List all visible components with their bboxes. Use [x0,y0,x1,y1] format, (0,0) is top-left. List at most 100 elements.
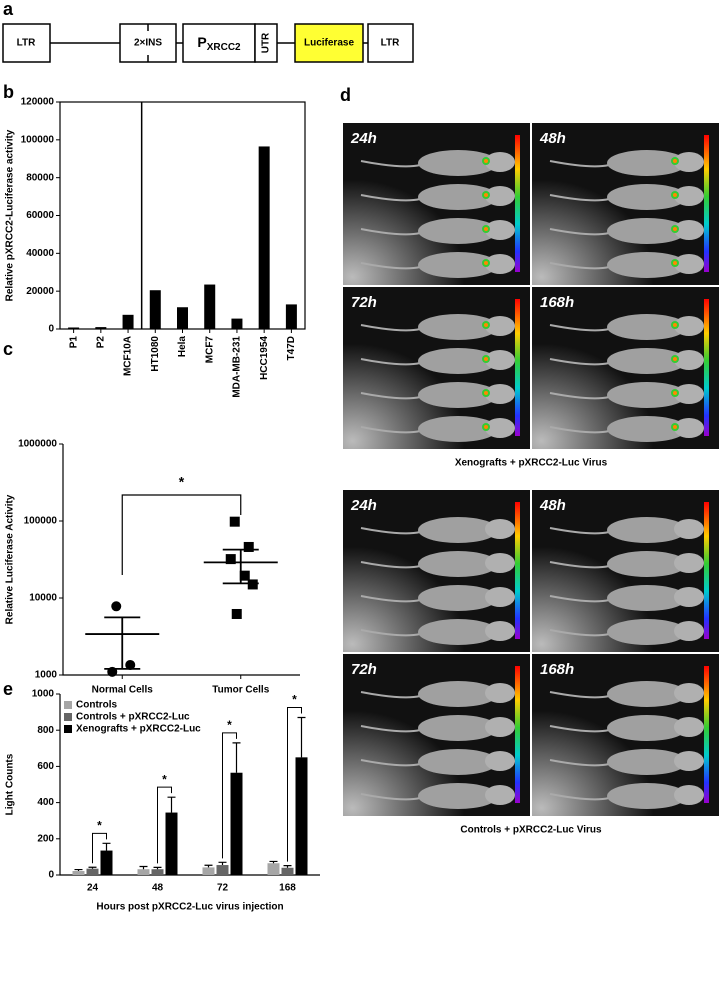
mouse-tail [360,725,421,733]
x-tick-label: HCC1954 [259,336,270,380]
panel-label: a [3,0,14,19]
x-tick-label: 48 [152,883,164,894]
bar [202,867,215,875]
point [247,579,258,590]
mouse-body [418,150,498,176]
element-label: LTR [17,38,36,49]
mouse-tail [549,793,610,801]
mouse-tail [549,759,610,767]
mouse-tail [360,595,421,603]
signal-blob-core [484,323,488,327]
mouse-head [485,186,515,206]
significance-bracket [121,494,242,575]
significance-bracket [157,786,172,864]
x-axis-label: Hours post pXRCC2-Luc virus injection [96,902,283,913]
bar [100,850,113,875]
bar [267,863,280,875]
mouse-tail [360,561,421,569]
x-tick-label: Tumor Cells [212,685,269,696]
error-bar [167,796,176,813]
mouse-body [418,382,498,408]
mouse-body [607,715,687,741]
mouse-head [485,350,515,370]
mouse-tail [360,691,421,699]
y-axis-label: Light Counts [5,753,16,815]
mouse-head [674,220,704,240]
mouse-head [674,621,704,641]
signal-blob-core [484,227,488,231]
x-tick-label: 24 [87,883,99,894]
bar [165,812,178,875]
mouse-head [674,316,704,336]
mouse-head [485,751,515,771]
y-axis-label: Relative Luciferase Activity [5,494,16,624]
mouse-body [607,783,687,809]
ltr-box [367,23,414,63]
panel-label: b [3,82,14,102]
mouse-body [418,619,498,645]
mouse-tail [360,527,421,535]
y-tick-label: 0 [48,870,54,881]
mouse-head [674,553,704,573]
mouse-head [485,316,515,336]
mouse-head [674,152,704,172]
mouse-head [485,717,515,737]
utr-box [254,23,278,63]
mouse-head [674,186,704,206]
signal-blob-core [673,391,677,395]
charts: 020000400006000080000100000120000Relativ… [5,97,320,913]
y-tick-label: 0 [48,324,54,335]
signal-blob-core [673,425,677,429]
x-tick-label: HT1080 [150,336,161,372]
panel-label: c [3,339,13,359]
mouse-body [607,681,687,707]
error-bar [218,861,227,866]
legend-label: Xenografts + pXRCC2-Luc [76,724,201,735]
mouse-tail [360,358,421,366]
mouse-body [418,348,498,374]
y-tick-label: 10000 [29,593,57,604]
significance-star: * [162,772,167,786]
mouse-tail [360,793,421,801]
mouse-head [485,785,515,805]
error-bar [269,860,278,864]
panel-label: e [3,679,13,699]
y-tick-label: 20000 [26,286,54,297]
element-label: Luciferase [304,38,354,49]
mouse-head [674,384,704,404]
x-tick-label: P1 [68,336,79,349]
signal-blob-core [484,425,488,429]
bar [95,327,107,329]
signal-blob-core [673,159,677,163]
construct-diagram: LTR 2×INS PXRCC2 UTR Luciferase LTR [2,23,414,63]
mouse-body [418,218,498,244]
error-bar [139,865,148,870]
error-bar [104,616,141,670]
element-label-main: P [197,34,206,50]
timepoint-label: 72h [351,661,377,678]
mouse-body [607,218,687,244]
mouse-body [607,252,687,278]
element-label: LTR [381,38,400,49]
mouse-tail [360,629,421,637]
signal-blob-core [673,261,677,265]
x-tick-label: P2 [95,336,106,349]
mouse-tail [549,228,610,236]
mouse-tail [549,561,610,569]
mouse-body [418,551,498,577]
element-label: PXRCC2 [197,34,241,53]
timepoint-label: 168h [540,294,574,311]
bar [137,869,150,875]
mouse-tail [549,527,610,535]
y-tick-label: 100000 [24,516,58,527]
color-scale [515,299,520,436]
color-scale [515,502,520,639]
mouse-head [485,152,515,172]
element-label-subscript: XRCC2 [207,42,241,53]
legend-label: Controls [76,700,118,711]
mouse-tail [360,759,421,767]
bar [231,318,243,329]
mouse-body [607,416,687,442]
bar [72,871,85,875]
bar [204,284,216,329]
